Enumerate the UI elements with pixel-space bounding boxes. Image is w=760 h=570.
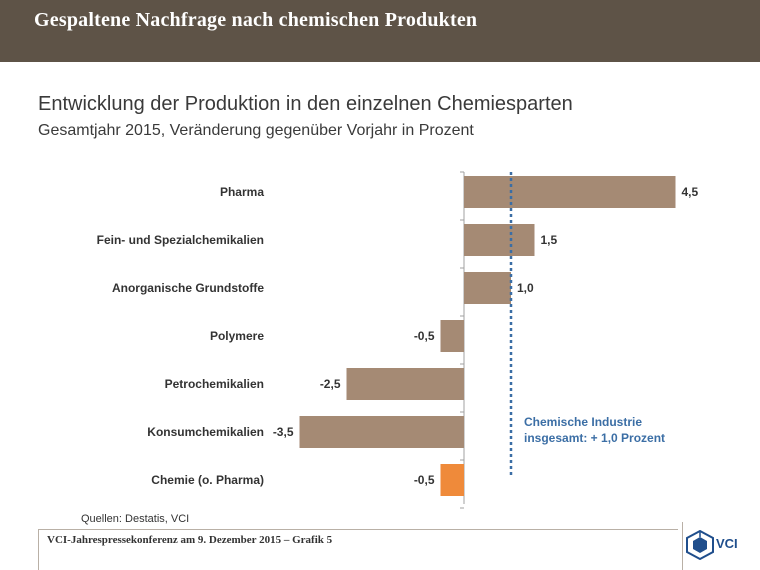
value-label: -0,5 [414, 473, 435, 487]
chart-subtitle: Gesamtjahr 2015, Veränderung gegenüber V… [38, 122, 474, 139]
category-label: Pharma [220, 185, 264, 199]
value-label: 4,5 [682, 185, 699, 199]
bar [440, 464, 464, 496]
bar [346, 368, 464, 400]
vci-logo-icon [686, 530, 714, 560]
category-label: Fein- und Spezialchemikalien [97, 233, 264, 247]
reference-annotation-line-1: Chemische Industrie [524, 415, 642, 429]
value-label: -3,5 [273, 425, 294, 439]
value-label: -2,5 [320, 377, 341, 391]
vci-logo-text: VCI [716, 536, 738, 551]
category-label: Konsumchemikalien [147, 425, 264, 439]
chart-title: Entwicklung der Produktion in den einzel… [38, 93, 573, 115]
bar [299, 416, 464, 448]
bar [464, 224, 535, 256]
reference-annotation-line-2: insgesamt: + 1,0 Prozent [524, 431, 665, 445]
source-note: Quellen: Destatis, VCI [81, 513, 190, 525]
category-label: Chemie (o. Pharma) [151, 473, 264, 487]
footer-divider [38, 529, 678, 530]
value-label: -0,5 [414, 329, 435, 343]
bar-chart: Pharma Fein- und Spezialchemikalien Anorga… [97, 171, 699, 509]
category-label: Anorganische Grundstoffe [112, 281, 264, 295]
banner-title: Gespaltene Nachfrage nach chemischen Pro… [34, 9, 478, 31]
value-label: 1,5 [541, 233, 558, 247]
bar [440, 320, 464, 352]
category-label: Petrochemikalien [165, 377, 264, 391]
logo-separator [682, 522, 683, 570]
category-label: Polymere [210, 329, 264, 343]
footer-caption: VCI-Jahrespressekonferenz am 9. Dezember… [47, 534, 333, 546]
value-label: 1,0 [517, 281, 534, 295]
bar [464, 176, 676, 208]
footer-left-rule [38, 529, 39, 570]
title-banner: Gespaltene Nachfrage nach chemischen Pro… [0, 0, 760, 62]
bar [464, 272, 511, 304]
